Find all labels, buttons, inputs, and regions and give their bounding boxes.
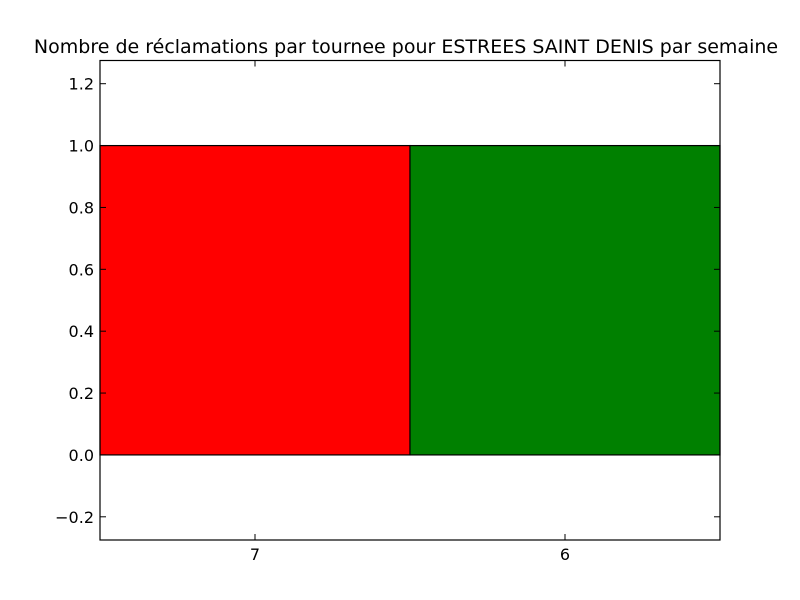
axes-frame (99, 59, 721, 541)
y-tick-label: 0.8 (69, 198, 94, 217)
x-tick-label: 6 (560, 545, 570, 564)
y-tick-label: 1.2 (69, 75, 94, 94)
y-tick-label: 1.0 (69, 137, 94, 156)
chart-title: Nombre de réclamations par tournee pour … (34, 36, 778, 58)
bar-6 (409, 144, 721, 456)
y-tick-label: 0.6 (69, 260, 94, 279)
y-tick-label: 0.4 (69, 322, 94, 341)
bars-layer (99, 144, 721, 456)
y-tick-label: −0.2 (55, 508, 94, 527)
y-tick-label: 0.2 (69, 384, 94, 403)
bar-7 (99, 144, 411, 456)
x-tick-label: 7 (250, 545, 260, 564)
ticks-layer: −0.2 0.0 0.2 0.4 0.6 0.8 1.0 1.2 7 6 (55, 60, 720, 564)
y-tick-label: 0.0 (69, 446, 94, 465)
